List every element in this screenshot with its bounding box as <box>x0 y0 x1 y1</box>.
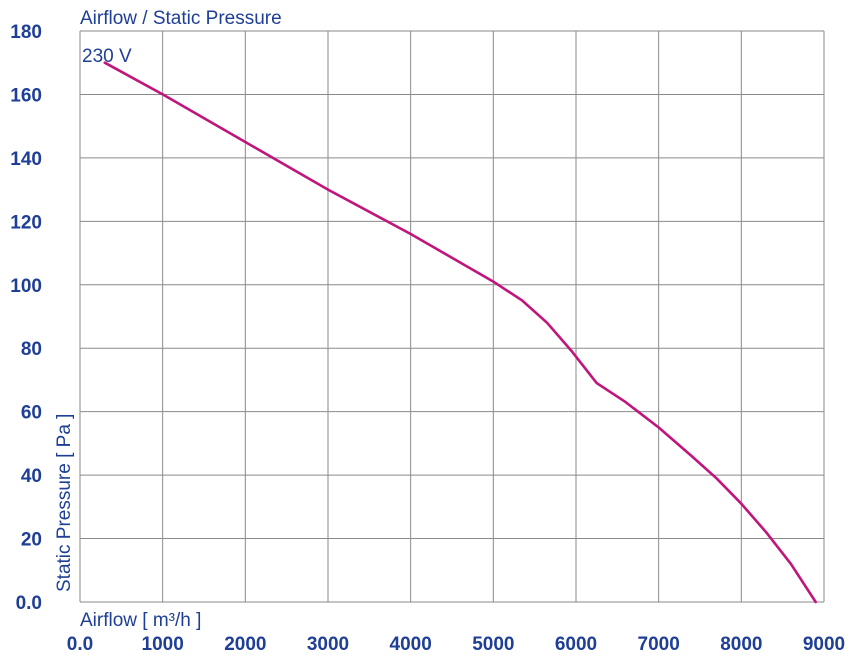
y-tick-label: 160 <box>10 85 42 106</box>
x-tick-label: 8000 <box>720 634 762 655</box>
y-tick-label: 80 <box>21 339 42 360</box>
series-line <box>103 61 818 604</box>
series-label-230v: 230 V <box>82 46 132 67</box>
x-tick-label: 5000 <box>472 634 514 655</box>
y-tick-label: 60 <box>21 403 42 424</box>
x-tick-label: 0.0 <box>67 634 93 655</box>
y-tick-labels: 0.0 20 40 60 80 100 120 140 160 180 <box>10 22 42 614</box>
y-tick-label: 20 <box>21 530 42 551</box>
y-tick-label: 100 <box>10 276 42 297</box>
x-tick-label: 6000 <box>555 634 597 655</box>
x-axis-label: Airflow [ m³/h ] <box>80 610 201 631</box>
x-tick-label: 4000 <box>390 634 432 655</box>
x-tick-label: 1000 <box>142 634 184 655</box>
x-tick-label: 2000 <box>224 634 266 655</box>
y-tick-label: 120 <box>10 212 42 233</box>
x-tick-label: 3000 <box>307 634 349 655</box>
grid-lines <box>79 30 825 603</box>
x-tick-labels: 0.0 1000 2000 3000 4000 5000 6000 7000 8000 9000 <box>67 634 845 655</box>
y-tick-label: 0.0 <box>16 593 42 614</box>
y-tick-label: 140 <box>10 149 42 170</box>
y-tick-label: 180 <box>10 22 42 43</box>
chart-title: Airflow / Static Pressure <box>80 8 282 29</box>
y-tick-label: 40 <box>21 466 42 487</box>
x-tick-label: 7000 <box>638 634 680 655</box>
x-tick-label: 9000 <box>803 634 845 655</box>
series-lines <box>103 61 818 604</box>
y-axis-label: Static Pressure [ Pa ] <box>54 414 75 592</box>
